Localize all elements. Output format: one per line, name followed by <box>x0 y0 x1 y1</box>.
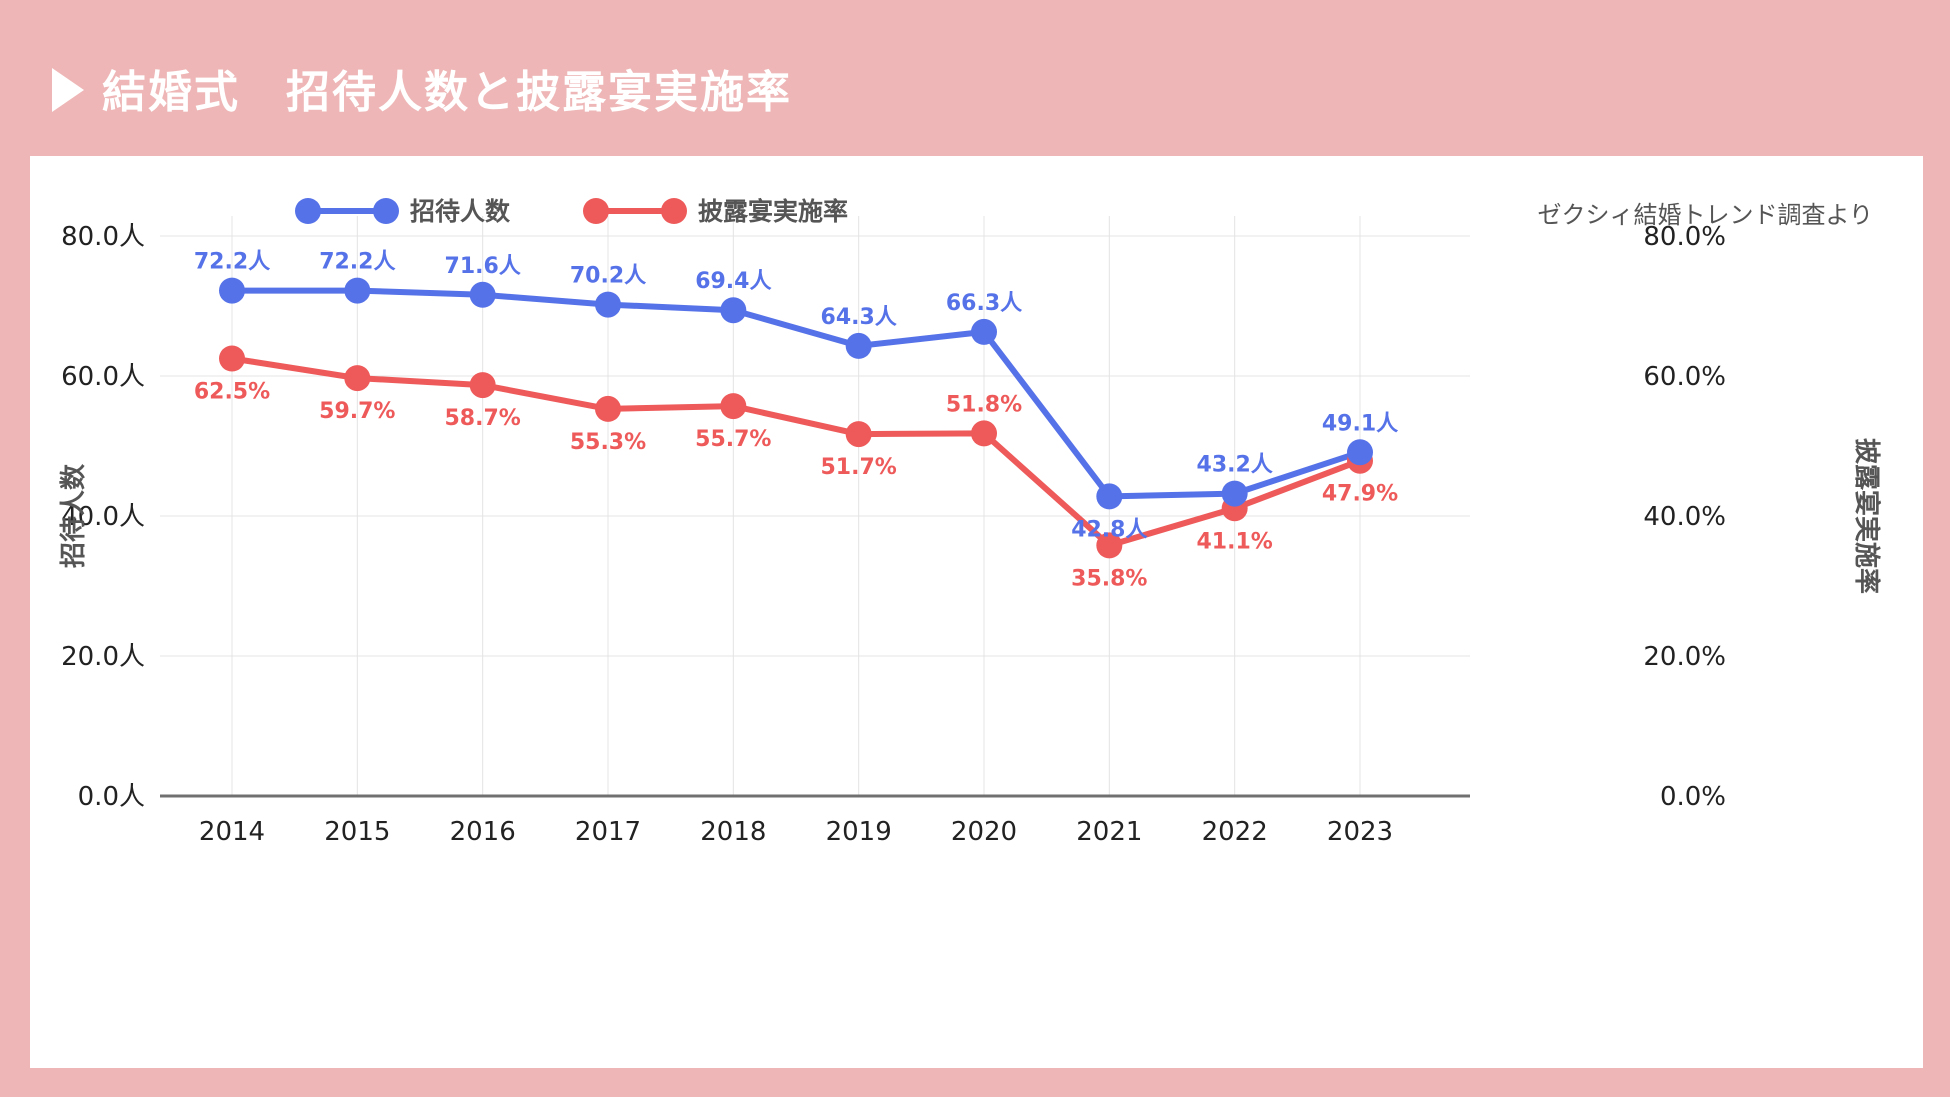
x-tick-label: 2014 <box>199 817 265 847</box>
x-tick-label: 2021 <box>1076 817 1142 847</box>
guest-count-point <box>720 297 747 324</box>
ceremony-rate-data-label: 35.8% <box>1071 566 1147 591</box>
guest-count-point <box>469 281 496 308</box>
y-left-tick-label: 40.0人 <box>61 502 145 532</box>
y-right-axis-title: 披露宴実施率 <box>1851 438 1882 594</box>
ceremony-rate-point <box>720 393 747 420</box>
legend-marker <box>583 198 609 224</box>
guest-count-data-label: 70.2人 <box>570 264 646 289</box>
line-chart: 0.0人 20.0人 40.0人 60.0人 80.0人 0.0% 20.0% 40.0% 60… <box>59 197 1882 847</box>
x-tick-label: 2015 <box>324 817 390 847</box>
x-tick-label: 2018 <box>700 817 766 847</box>
guest-count-point <box>595 291 621 318</box>
ceremony-rate-point <box>344 365 371 392</box>
ceremony-rate-data-label: 55.3% <box>570 430 646 455</box>
guest-count-point <box>845 332 872 359</box>
legend-label: 披露宴実施率 <box>698 197 848 226</box>
y-left-tick-label: 60.0人 <box>61 362 145 392</box>
ceremony-rate-point <box>595 395 621 422</box>
guest-count-point <box>344 277 371 304</box>
title-bar: 結婚式 招待人数と披露宴実施率 <box>0 0 1950 155</box>
guest-count-data-label: 72.2人 <box>319 250 395 275</box>
guest-count-data-label: 72.2人 <box>194 250 270 275</box>
ceremony-rate-data-label: 41.1% <box>1197 529 1273 554</box>
guest-count-data-label: 43.2人 <box>1197 453 1273 478</box>
y-right-tick-label: 20.0% <box>1643 642 1726 672</box>
x-tick-label: 2019 <box>826 817 892 847</box>
legend-marker <box>373 198 399 224</box>
y-left-tick-label: 0.0人 <box>78 782 145 812</box>
guest-count-point <box>1096 483 1123 510</box>
series-line-ceremony-rate <box>231 355 1362 549</box>
guest-count-point <box>219 277 245 304</box>
guest-count-data-label: 66.3人 <box>946 291 1022 316</box>
ceremony-rate-data-label: 55.7% <box>695 427 771 452</box>
x-tick-label: 2022 <box>1202 817 1268 847</box>
x-tick-label: 2020 <box>951 817 1017 847</box>
ceremony-rate-data-label: 58.7% <box>445 406 521 431</box>
series-line-guest-count <box>232 287 1361 500</box>
guest-count-data-label: 42.8人 <box>1071 517 1147 542</box>
guest-count-point <box>1221 480 1248 507</box>
guest-count-point <box>1347 439 1373 466</box>
legend-marker <box>661 198 687 224</box>
y-right-tick-label: 80.0% <box>1643 222 1726 252</box>
y-left-axis-title: 招待人数 <box>59 463 89 568</box>
x-tick-label: 2023 <box>1327 817 1393 847</box>
ceremony-rate-point <box>845 421 872 448</box>
guest-count-data-label: 64.3人 <box>821 305 897 330</box>
guest-count-data-label: 69.4人 <box>695 269 771 294</box>
ceremony-rate-data-label: 59.7% <box>319 399 395 424</box>
legend-label: 招待人数 <box>410 197 511 226</box>
y-left-tick-label: 80.0人 <box>61 222 145 252</box>
ceremony-rate-data-label: 51.7% <box>821 455 897 480</box>
guest-count-data-label: 49.1人 <box>1322 411 1398 436</box>
page-title: 結婚式 招待人数と披露宴実施率 <box>102 67 792 118</box>
x-tick-label: 2016 <box>450 817 516 847</box>
y-right-tick-label: 60.0% <box>1643 362 1726 392</box>
y-right-tick-label: 40.0% <box>1643 502 1726 532</box>
ceremony-rate-data-label: 47.9% <box>1322 482 1398 507</box>
guest-count-point <box>971 318 997 345</box>
x-tick-label: 2017 <box>575 817 641 847</box>
guest-count-data-label: 71.6人 <box>445 254 521 279</box>
ceremony-rate-point <box>219 345 245 372</box>
ceremony-rate-point <box>1096 532 1123 559</box>
ceremony-rate-point <box>469 372 496 399</box>
ceremony-rate-point <box>971 420 997 447</box>
y-left-tick-label: 20.0人 <box>61 642 145 672</box>
source-note: ゼクシィ結婚トレンド調査より <box>1537 201 1873 229</box>
play-triangle-icon <box>52 68 84 112</box>
ceremony-rate-data-label: 51.8% <box>946 392 1022 417</box>
chart-panel: 0.0人 20.0人 40.0人 60.0人 80.0人 0.0% 20.0% 40.0% 60… <box>30 156 1923 1068</box>
legend-marker <box>295 198 321 224</box>
ceremony-rate-data-label: 62.5% <box>194 380 270 405</box>
y-right-tick-label: 0.0% <box>1660 782 1726 812</box>
